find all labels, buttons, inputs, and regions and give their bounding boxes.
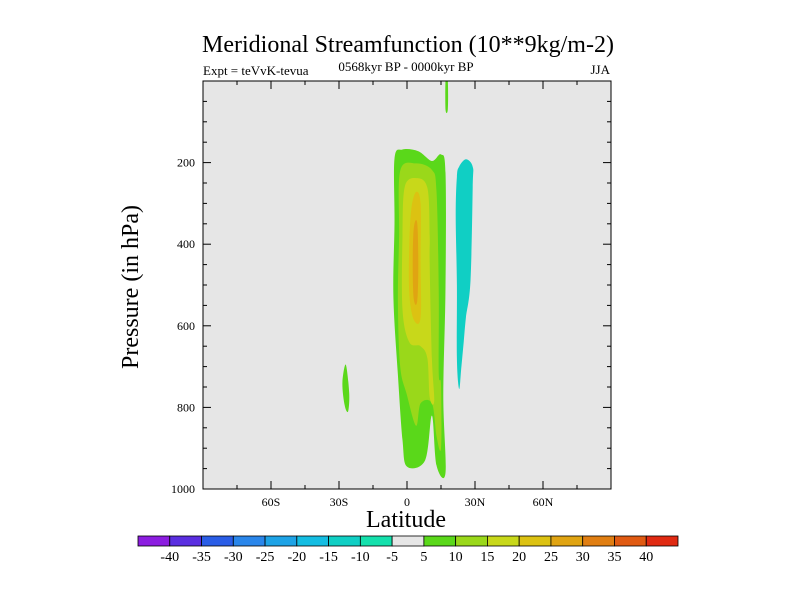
- colorbar-label-4: -20: [287, 550, 306, 565]
- period-label: 0568kyr BP - 0000kyr BP: [338, 59, 473, 74]
- colorbar-box-10: [455, 535, 488, 547]
- y-tick-label-3: 800: [177, 400, 195, 414]
- colorbar-box-14: [582, 535, 615, 547]
- y-tick-label-2: 600: [177, 319, 195, 333]
- colorbar-box-13: [550, 535, 584, 547]
- contour-region-2: [342, 364, 350, 413]
- colorbar-box-1: [169, 535, 202, 547]
- colorbar-label-2: -30: [224, 550, 243, 565]
- colorbar-box-2: [201, 535, 234, 547]
- x-tick-label-2: 0: [404, 495, 410, 509]
- colorbar-box-3: [232, 535, 266, 547]
- colorbar-box-12: [518, 535, 552, 547]
- colorbar-label-11: 20: [512, 550, 526, 565]
- colorbar-label-10: 15: [480, 550, 494, 565]
- colorbar-label-12: 25: [544, 550, 558, 565]
- colorbar-box-9: [423, 535, 457, 547]
- colorbar-label-7: -5: [386, 550, 398, 565]
- colorbar-label-9: 10: [449, 550, 463, 565]
- x-tick-label-4: 60N: [533, 495, 554, 509]
- experiment-label: Expt = teVvK-tevua: [203, 63, 309, 78]
- colorbar-label-14: 35: [607, 550, 621, 565]
- x-tick-label-1: 30S: [330, 495, 349, 509]
- colorbar-label-3: -25: [256, 550, 275, 565]
- colorbar-box-15: [614, 535, 647, 547]
- y-tick-label-4: 1000: [171, 482, 195, 496]
- colorbar-label-0: -40: [160, 550, 179, 565]
- colorbar-label-8: 5: [420, 550, 427, 565]
- colorbar-label-15: 40: [639, 550, 653, 565]
- contour-region-1: [445, 81, 449, 114]
- x-tick-label-0: 60S: [262, 495, 281, 509]
- colorbar-label-5: -15: [319, 550, 338, 565]
- colorbar-box-5: [296, 535, 329, 547]
- contour-region-6: [412, 220, 419, 305]
- season-label: JJA: [590, 62, 610, 77]
- colorbar-box-11: [487, 535, 520, 547]
- y-tick-label-1: 400: [177, 237, 195, 251]
- colorbar-box-8: [391, 535, 425, 547]
- colorbar-box-0: [137, 535, 171, 547]
- colorbar-box-7: [359, 535, 393, 547]
- colorbar-label-13: 30: [576, 550, 590, 565]
- x-axis-label: Latitude: [366, 507, 446, 533]
- colorbar-box-4: [264, 535, 298, 547]
- contour-region-7: [455, 159, 474, 390]
- chart-title: Meridional Streamfunction (10**9kg/m-2): [202, 32, 614, 58]
- colorbar-label-6: -10: [351, 550, 370, 565]
- colorbar-label-1: -35: [192, 550, 211, 565]
- x-tick-label-3: 30N: [465, 495, 486, 509]
- contour-regions: [342, 81, 474, 479]
- y-axis-label: Pressure (in hPa): [118, 205, 144, 369]
- colorbar-box-6: [328, 535, 361, 547]
- colorbar-box-16: [645, 535, 679, 547]
- y-tick-label-0: 200: [177, 156, 195, 170]
